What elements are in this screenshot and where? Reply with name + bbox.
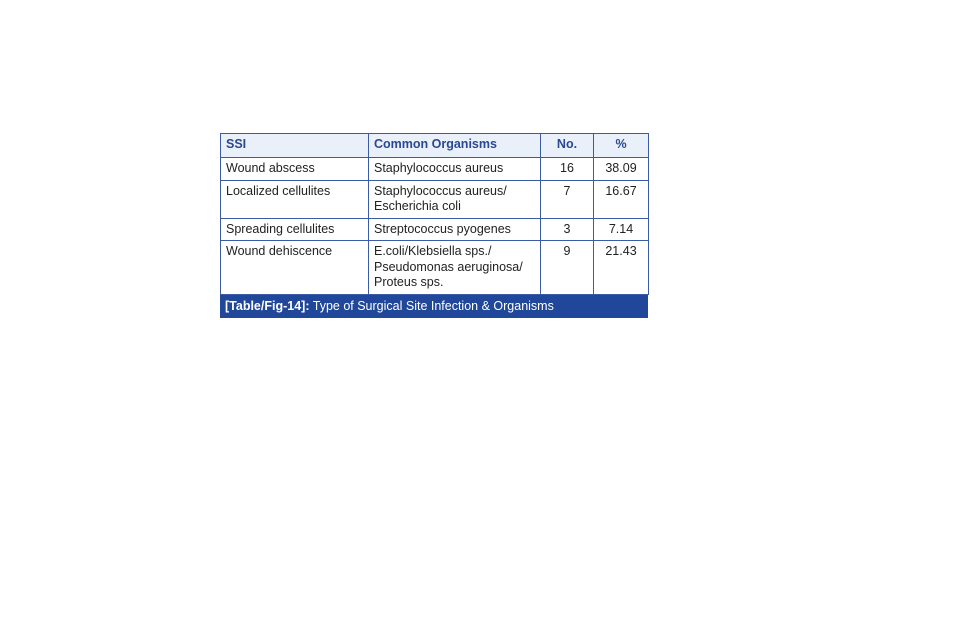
cell-percent: 7.14: [593, 217, 649, 241]
organism-line: E.coli/Klebsiella sps./: [374, 244, 492, 258]
table-figure: SSI Common Organisms No. % Wound abscess…: [220, 133, 649, 318]
header-row: SSI Common Organisms No. %: [220, 133, 649, 158]
table-caption: [Table/Fig-14]: Type of Surgical Site In…: [220, 294, 648, 318]
organism-line: Escherichia coli: [374, 199, 461, 213]
organism-line: Staphylococcus aureus: [374, 161, 504, 175]
caption-text: Type of Surgical Site Infection & Organi…: [309, 298, 554, 313]
cell-ssi: Wound abscess: [220, 157, 369, 181]
organism-line: Pseudomonas aeruginosa/: [374, 259, 523, 274]
header-organisms: Common Organisms: [368, 133, 541, 158]
header-percent: %: [593, 133, 649, 158]
ssi-table: SSI Common Organisms No. % Wound abscess…: [220, 133, 649, 295]
cell-organisms: Staphylococcus aureus: [368, 157, 541, 181]
cell-no: 3: [540, 217, 594, 241]
organism-line: Streptococcus pyogenes: [374, 221, 511, 236]
organism-line: Staphylococcus aureus/: [374, 183, 507, 198]
caption-label: [Table/Fig-14]:: [225, 298, 310, 313]
organism-line: Proteus sps.: [374, 275, 444, 289]
cell-ssi: Spreading cellulites: [220, 217, 369, 241]
table-row: Spreading cellulites Streptococcus pyogen…: [220, 217, 649, 241]
cell-percent: 16.67: [593, 179, 649, 219]
cell-organisms: Streptococcus pyogenes: [368, 217, 541, 241]
cell-no: 16: [540, 157, 594, 181]
cell-no: 7: [540, 179, 594, 219]
cell-ssi: Localized cellulites: [220, 179, 369, 219]
cell-organisms: Staphylococcus aureus/Escherichia coli: [368, 179, 541, 219]
cell-percent: 38.09: [593, 157, 649, 181]
cell-percent: 21.43: [593, 240, 649, 295]
header-ssi: SSI: [220, 133, 369, 158]
cell-ssi: Wound dehiscence: [220, 240, 369, 295]
table-row: Localized cellulites Staphylococcus aureu…: [220, 179, 649, 219]
cell-no: 9: [540, 240, 594, 295]
table-row: Wound dehiscence E.coli/Klebsiella sps./P…: [220, 240, 649, 295]
header-no: No.: [540, 133, 594, 158]
table-row: Wound abscess Staphylococcus aureus 16 38.0…: [220, 157, 649, 181]
cell-organisms: E.coli/Klebsiella sps./Pseudomonas aerug…: [368, 240, 541, 295]
